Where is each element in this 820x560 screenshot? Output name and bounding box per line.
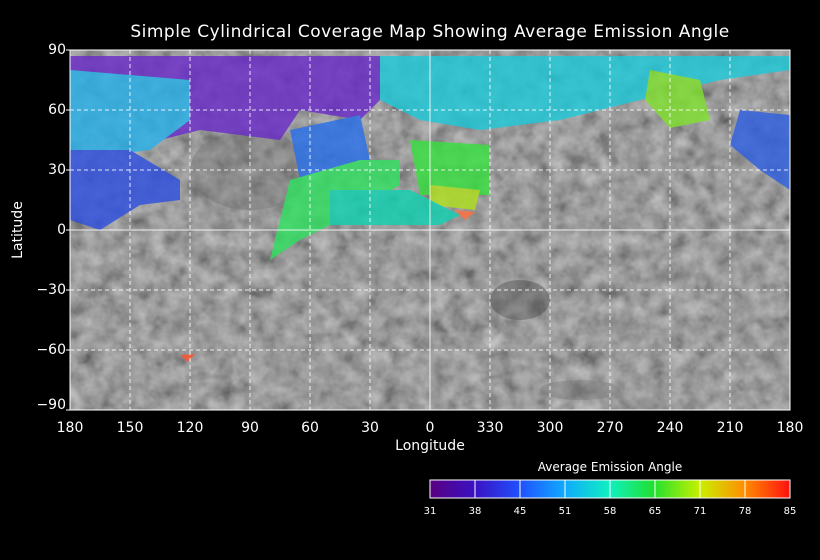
colorbar-tick-label: 71	[693, 506, 707, 517]
x-tick-label: 30	[361, 420, 379, 436]
x-tick-label: 0	[425, 420, 435, 436]
y-tick-label: 90	[48, 42, 66, 58]
x-tick-label: 120	[176, 420, 204, 436]
x-tick-label: 270	[596, 420, 624, 436]
coverage-overlay	[70, 56, 790, 362]
x-tick-label: 60	[301, 420, 319, 436]
colorbar-tick-label: 51	[558, 506, 572, 517]
coverage-patch-teal	[330, 190, 460, 225]
x-tick-label: 240	[656, 420, 684, 436]
colorbar-tick-label: 78	[738, 506, 752, 517]
y-tick-label: 60	[48, 102, 66, 118]
coverage-patch-north-cyan	[380, 56, 790, 130]
x-tick-label: 210	[716, 420, 744, 436]
colorbar-tick-label: 45	[513, 506, 527, 517]
y-axis-label: Latitude	[10, 201, 26, 259]
colorbar	[429, 479, 791, 499]
y-tick-label: 30	[48, 162, 66, 178]
map-grid	[70, 50, 790, 410]
x-tick-label: 330	[476, 420, 504, 436]
x-tick-label: 150	[116, 420, 144, 436]
coverage-patch-east-blue	[730, 110, 790, 190]
coverage-patch-orange	[455, 210, 475, 220]
coverage-patch-yellow	[430, 185, 480, 210]
colorbar-tick-label: 85	[783, 506, 797, 517]
x-tick-label: 300	[536, 420, 564, 436]
y-tick-label: −30	[36, 282, 66, 298]
map-title: Simple Cylindrical Coverage Map Showing …	[130, 22, 730, 42]
colorbar-tick-label: 58	[603, 506, 617, 517]
colorbar-title: Average Emission Angle	[537, 460, 683, 474]
x-tick-label: 90	[241, 420, 259, 436]
x-tick-label: 180	[776, 420, 804, 436]
coverage-patch-east-green	[410, 140, 490, 195]
x-tick-label: 180	[56, 420, 84, 436]
coverage-patch-green-north-east	[645, 70, 710, 128]
y-tick-label: −90	[36, 397, 66, 413]
coverage-patch-red-south	[180, 354, 195, 362]
coverage-patch-west-blue	[70, 150, 180, 230]
colorbar-tick-label: 65	[648, 506, 662, 517]
colorbar-tick-label: 31	[423, 506, 437, 517]
axis-ticks	[66, 49, 70, 411]
x-axis-label: Longitude	[395, 438, 465, 454]
colorbar-tick-label: 38	[468, 506, 482, 517]
y-tick-label: 0	[57, 222, 66, 238]
y-tick-label: −60	[36, 342, 66, 358]
